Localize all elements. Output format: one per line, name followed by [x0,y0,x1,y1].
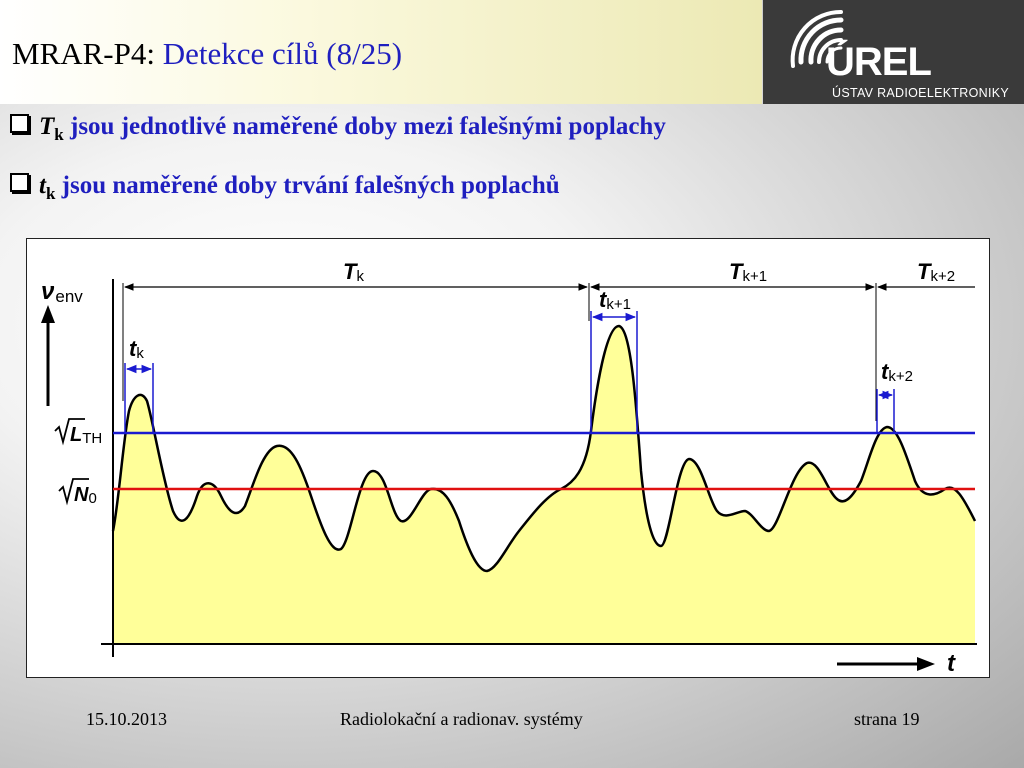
bullet-2-subscript: k [45,184,56,203]
logo-subtitle: ÚSTAV RADIOELEKTRONIKY [832,86,1010,100]
x-axis-arrow-icon [837,657,935,671]
x-axis-label: t [947,650,956,677]
threshold-label: LTH [54,418,102,447]
bullet-1-subscript: k [54,125,64,144]
title-main: MRAR-P4: [12,36,155,71]
duration-label-tk: tk [129,336,144,362]
bullet-2-text: jsou naměřené doby trvání falešných popl… [61,172,560,199]
interval-label-Tk1: Tk+1 [729,259,767,285]
signal-envelope-area [113,326,975,644]
interval-label-Tk2: Tk+2 [917,259,955,285]
t-duration-arrows [124,311,895,433]
y-axis-arrow-icon [41,305,55,406]
footer-page-number: strana 19 [854,709,920,729]
false-alarm-diagram: νenv t LTH N0 Tk Tk+1 Tk+2 tk tk+1 tk+2 [26,238,990,678]
bullet-1-symbol: T [39,113,55,140]
duration-label-tk2: tk+2 [881,359,913,385]
footer-course: Radiolokační a radionav. systémy [340,709,583,729]
signal-envelope-curve [111,324,977,573]
noise-label: N0 [58,478,97,507]
urel-logo [763,0,1024,104]
diagram-canvas: νenv t LTH N0 Tk Tk+1 Tk+2 tk tk+1 tk+2 [41,259,977,677]
interval-label-Tk: Tk [343,259,364,285]
duration-label-tk1: tk+1 [599,287,631,313]
checkbox-bullet-icon [10,173,29,192]
footer-date: 15.10.2013 [86,709,167,729]
bullet-intervals: Tk jsou jednotlivé naměřené doby mezi fa… [10,113,666,145]
logo-name: ÚREL [826,40,932,84]
wave-arcs-icon [790,9,844,68]
bullet-2-symbol: t [39,172,46,199]
svg-text:N0: N0 [74,484,97,507]
bullet-durations: tk jsou naměřené doby trvání falešných p… [10,172,560,204]
checkbox-bullet-icon [10,114,29,133]
title-sub: Detekce cílů (8/25) [162,36,403,71]
slide-title: MRAR-P4: Detekce cílů (8/25) [12,36,402,72]
title-bar: MRAR-P4: Detekce cílů (8/25) [0,0,762,104]
svg-text:LTH: LTH [70,424,102,447]
bullet-1-text: jsou jednotlivé naměřené doby mezi faleš… [70,113,666,140]
y-axis-label: νenv [41,278,83,306]
